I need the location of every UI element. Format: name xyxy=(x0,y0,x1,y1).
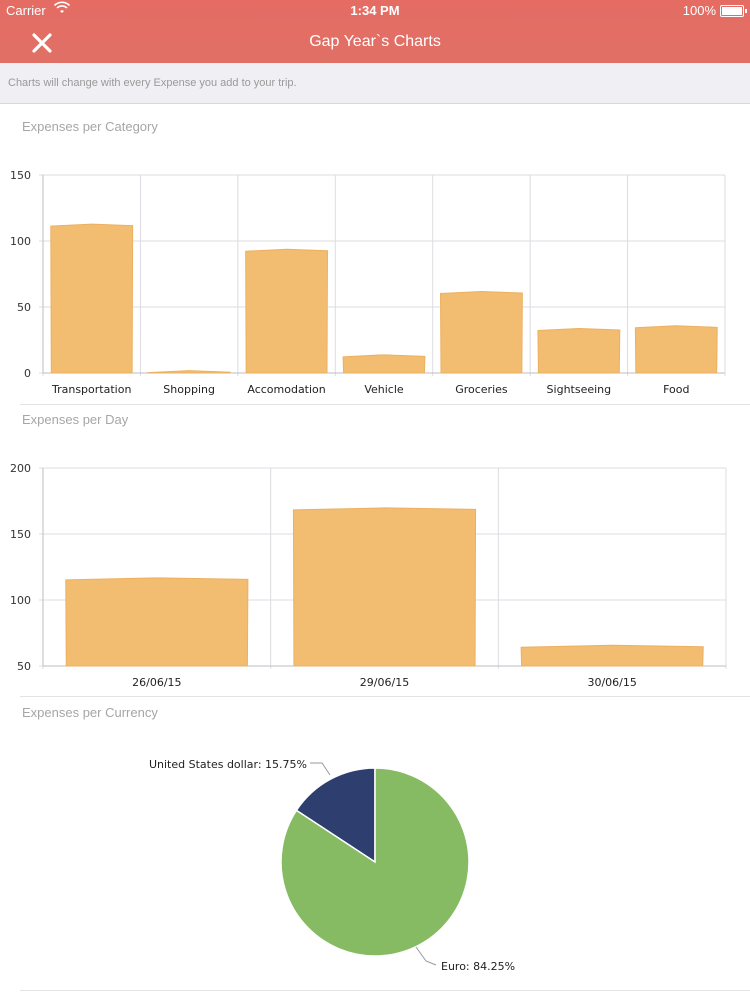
subtitle-text: Charts will change with every Expense yo… xyxy=(8,77,297,89)
x-tick-label: 26/06/15 xyxy=(132,676,181,689)
section-divider xyxy=(20,404,750,405)
nav-bar: Gap Year`s Charts xyxy=(0,22,750,63)
pie-label-euro: Euro: 84.25% xyxy=(441,960,515,973)
pie-slice-united-states-dollar xyxy=(295,767,376,864)
y-tick-label: 200 xyxy=(10,462,31,475)
y-tick-label: 50 xyxy=(17,301,31,314)
section-title-currency: Expenses per Currency xyxy=(22,705,158,720)
section-divider xyxy=(20,990,750,991)
carrier-label: Carrier xyxy=(6,3,46,18)
wifi-icon xyxy=(53,1,71,18)
page-title: Gap Year`s Charts xyxy=(309,33,441,50)
bar-food xyxy=(634,325,718,374)
x-tick-label: Accomodation xyxy=(247,383,325,396)
section-title-category: Expenses per Category xyxy=(22,119,158,134)
status-time: 1:34 PM xyxy=(350,3,400,18)
currency-pie-chart: United States dollar: 15.75% Euro: 84.25% xyxy=(149,758,515,973)
x-tick-label: 29/06/15 xyxy=(360,676,409,689)
bar-vehicle xyxy=(342,354,426,374)
x-tick-label: Food xyxy=(663,383,689,396)
y-tick-label: 0 xyxy=(24,367,31,380)
y-tick-label: 150 xyxy=(10,169,31,182)
battery-icon xyxy=(720,5,747,17)
pie-slice-euro xyxy=(280,767,470,957)
day-bar-chart: 50 100 150 200 26/06/15 29/06/15 30/06/15 xyxy=(10,462,727,689)
subtitle-bar: Charts will change with every Expense yo… xyxy=(0,63,750,104)
y-tick-label: 100 xyxy=(10,594,31,607)
bar-sightseeing xyxy=(537,327,621,374)
section-divider xyxy=(20,696,750,697)
label-connector xyxy=(415,946,437,966)
x-tick-label: Vehicle xyxy=(364,383,404,396)
pie-label-usd: United States dollar: 15.75% xyxy=(149,758,307,771)
label-connector xyxy=(310,762,331,776)
bar-29-06-15 xyxy=(292,507,477,667)
bar-30-06-15 xyxy=(520,644,704,667)
x-tick-label: Sightseeing xyxy=(547,383,612,396)
x-tick-label: 30/06/15 xyxy=(587,676,636,689)
bar-transportation xyxy=(50,223,134,374)
category-bar-chart: 0 50 100 150 Transportation Shopping Accomodat… xyxy=(10,169,726,396)
bar-accomodation xyxy=(245,248,328,374)
bar-26-06-15 xyxy=(65,577,249,667)
battery-percent: 100% xyxy=(682,3,716,18)
y-tick-label: 150 xyxy=(10,528,31,541)
x-tick-label: Transportation xyxy=(51,383,131,396)
status-bar: Carrier 1:34 PM 100% xyxy=(0,0,750,22)
y-tick-label: 100 xyxy=(10,235,31,248)
y-tick-label: 50 xyxy=(17,660,31,673)
section-title-day: Expenses per Day xyxy=(22,412,129,427)
x-tick-label: Shopping xyxy=(163,383,215,396)
close-icon[interactable] xyxy=(30,31,54,55)
bar-shopping xyxy=(146,370,231,374)
header-bar: Carrier 1:34 PM 100% Gap Year`s Charts xyxy=(0,0,750,63)
bar-groceries xyxy=(440,290,523,374)
x-tick-label: Groceries xyxy=(455,383,508,396)
